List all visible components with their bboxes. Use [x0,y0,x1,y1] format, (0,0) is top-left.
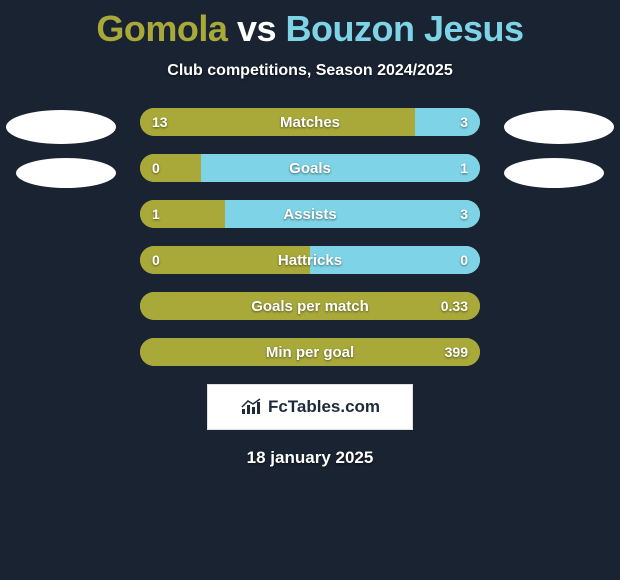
stat-row: 01Goals [140,154,480,182]
stat-label: Matches [140,108,480,136]
stat-label: Assists [140,200,480,228]
branding-text: FcTables.com [268,397,380,417]
comparison-chart: 133Matches 01Goals 13Assists 00Hattricks 0.3… [0,108,620,366]
stat-row: 133Matches [140,108,480,136]
page-title: Gomola vs Bouzon Jesus [0,0,620,50]
player2-name: Bouzon Jesus [286,8,524,49]
player1-team-placeholder [16,158,116,188]
stat-row: 399Min per goal [140,338,480,366]
subtitle: Club competitions, Season 2024/2025 [0,62,620,80]
vs-text: vs [237,8,276,49]
player2-team-placeholder [504,158,604,188]
stat-row: 00Hattricks [140,246,480,274]
stat-label: Goals per match [140,292,480,320]
stat-label: Goals [140,154,480,182]
stat-label: Hattricks [140,246,480,274]
player1-name: Gomola [96,8,227,49]
player1-badge-placeholder [6,110,116,144]
stat-rows: 133Matches 01Goals 13Assists 00Hattricks 0.3… [140,108,480,366]
stat-label: Min per goal [140,338,480,366]
date-text: 18 january 2025 [0,448,620,468]
branding-panel: FcTables.com [207,384,413,430]
player2-badge-placeholder [504,110,614,144]
fctables-logo-icon [240,397,262,417]
stat-row: 13Assists [140,200,480,228]
stat-row: 0.33Goals per match [140,292,480,320]
